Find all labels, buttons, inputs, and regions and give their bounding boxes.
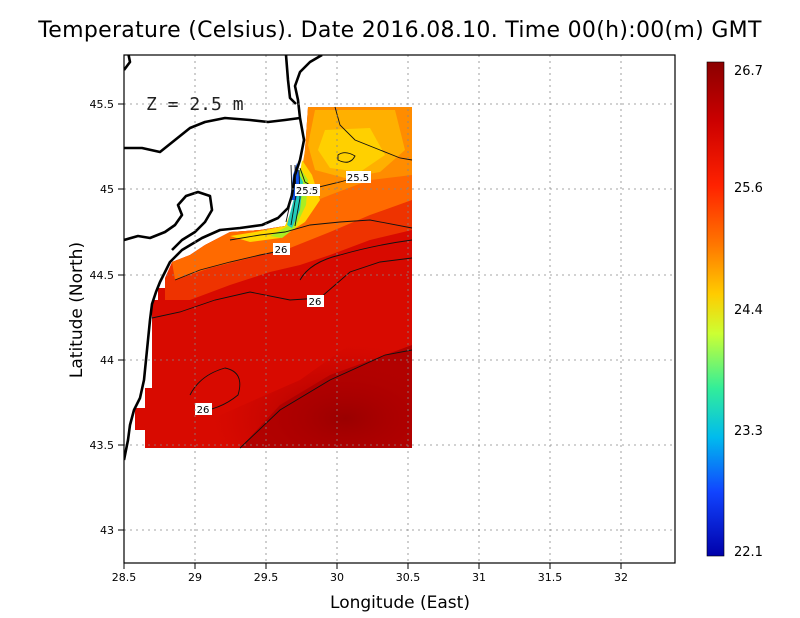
y-tick-label: 43.5	[90, 439, 115, 452]
plot-frame	[123, 54, 676, 564]
contour-blue-3	[294, 169, 301, 227]
colorbar-bar	[706, 61, 725, 557]
temperature-field	[135, 107, 412, 448]
contour-label: 26	[309, 297, 322, 308]
colorbar-tick: 22.1	[734, 545, 763, 560]
contour-26-c	[299, 239, 413, 281]
coast-bay	[124, 190, 214, 251]
colorbar: 26.7 25.6 24.4 23.3 22.1	[706, 61, 763, 560]
contour-25-5-north	[334, 106, 413, 161]
y-tick-label: 45	[100, 183, 114, 196]
coast-north-shore	[124, 116, 301, 154]
x-tick-label: 31.5	[538, 571, 563, 584]
x-tick-labels: 28.5 29 29.5 30 30.5 31 31.5 32	[112, 571, 628, 584]
contour-25-5-loop	[337, 152, 356, 163]
colorbar-tick: 25.6	[734, 181, 763, 196]
y-tick-label: 43	[100, 524, 114, 537]
contour-label: 25.5	[296, 186, 318, 197]
y-axis-label: Latitude (North)	[67, 242, 87, 378]
colorbar-tick: 23.3	[734, 424, 763, 439]
x-tick-label: 30.5	[396, 571, 421, 584]
map-title: Temperature (Celsius). Date 2016.08.10. …	[38, 18, 762, 43]
x-tick-label: 31	[472, 571, 486, 584]
depth-label: Z = 2.5 m	[146, 94, 244, 115]
contour-label: 26	[275, 245, 288, 256]
contour-26-d	[151, 257, 413, 319]
y-tick-labels: 43 43.5 44 44.5 45 45.5	[90, 98, 115, 537]
contour-26-b	[174, 249, 286, 281]
x-axis-label: Longitude (East)	[330, 593, 470, 613]
coast-danube-delta	[124, 117, 306, 461]
contour-labels: 25.5 25.5 26 26 26	[195, 171, 371, 416]
field-dark-core-2	[145, 300, 412, 448]
coast-northeast	[293, 55, 323, 119]
gridlines	[124, 55, 675, 563]
tick-marks	[118, 103, 622, 569]
x-tick-label: 28.5	[112, 571, 137, 584]
contour-blue-1	[285, 164, 293, 223]
y-tick-label: 44	[100, 354, 114, 367]
coast-inlet	[284, 55, 297, 105]
y-tick-label: 45.5	[90, 98, 115, 111]
y-tick-label: 44.5	[90, 269, 115, 282]
contour-27	[239, 349, 413, 449]
contour-26-a	[229, 219, 413, 241]
x-tick-label: 29	[188, 571, 202, 584]
contour-26-e	[189, 367, 241, 413]
colorbar-tick: 24.4	[734, 303, 763, 318]
contours	[151, 106, 413, 449]
field-north-yellow-2	[318, 128, 385, 172]
coastline	[124, 55, 323, 461]
colorbar-tick: 26.7	[734, 64, 763, 79]
x-tick-label: 30	[330, 571, 344, 584]
contour-label: 25.5	[347, 173, 369, 184]
contour-label: 26	[197, 405, 210, 416]
x-tick-label: 29.5	[254, 571, 279, 584]
x-tick-label: 32	[614, 571, 628, 584]
